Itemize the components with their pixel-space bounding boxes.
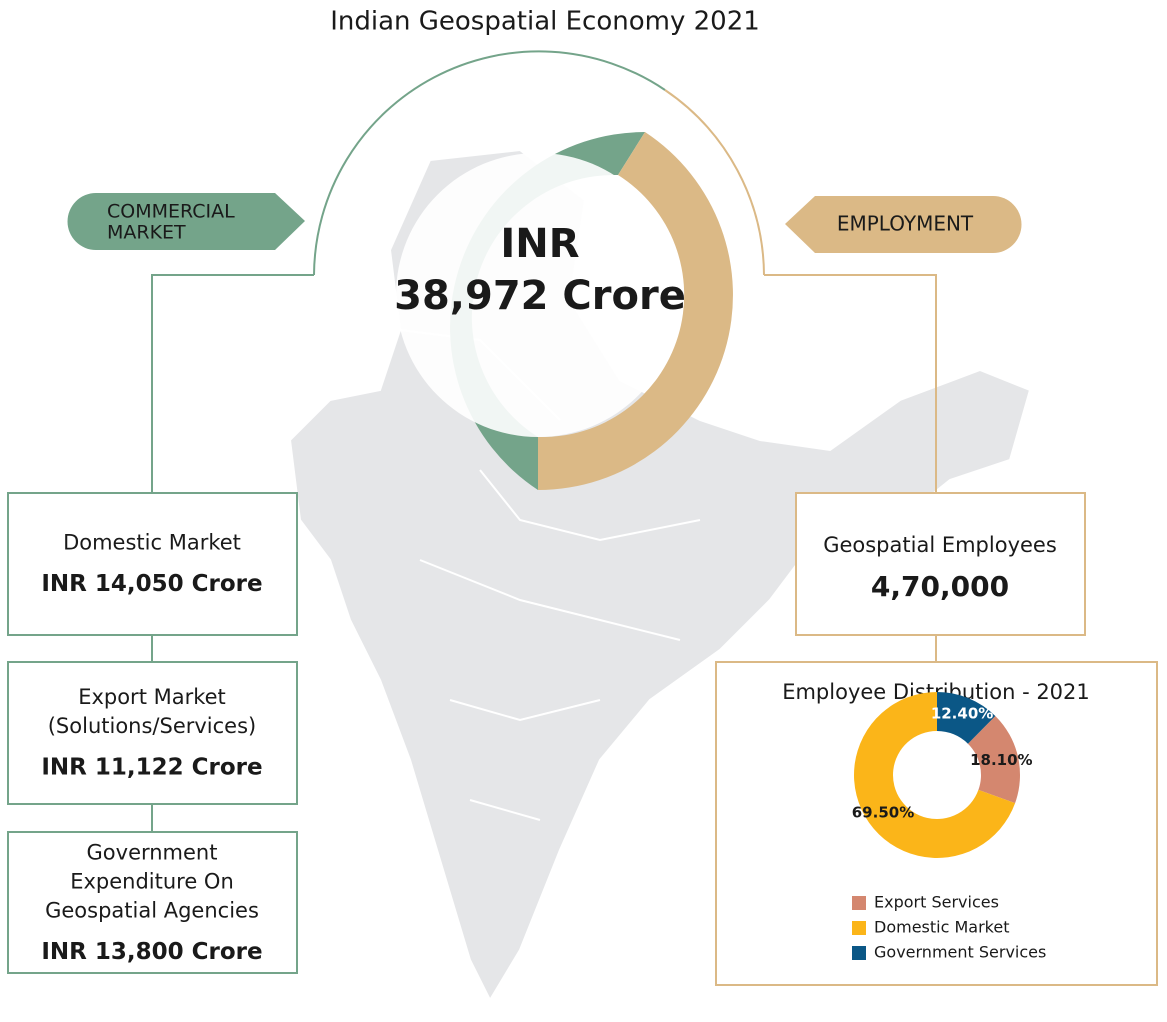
tag-text: MARKET [107, 222, 186, 244]
connector [764, 274, 937, 662]
legend-swatch [852, 946, 866, 960]
data-label: 18.10% [970, 751, 1032, 769]
outer-arc-tan [664, 89, 765, 276]
legend-label: Export Services [874, 893, 999, 912]
pie-slice [937, 692, 996, 744]
commercial-tag [67, 193, 305, 250]
ring-tan [538, 132, 733, 490]
employment-tag [785, 196, 1022, 253]
center-line: INR [500, 221, 579, 267]
tag-text: COMMERCIAL [107, 201, 235, 223]
legend-swatch [852, 896, 866, 910]
box-value: INR 11,122 Crore [41, 755, 262, 781]
connector [151, 274, 314, 832]
center-line: 38,972 Crore [394, 273, 686, 319]
box-label: Expenditure On [70, 870, 234, 894]
title: Indian Geospatial Economy 2021 [330, 7, 760, 37]
box-label: Geospatial Agencies [45, 899, 259, 923]
tag-text: EMPLOYMENT [837, 212, 974, 236]
outer-arc-green [313, 50, 666, 276]
box-label: Government [87, 841, 218, 865]
box-label: (Solutions/Services) [48, 714, 257, 738]
box-label: Domestic Market [63, 531, 241, 555]
legend-label: Domestic Market [874, 918, 1009, 937]
pie-slice [967, 715, 1020, 804]
pie-slice [853, 692, 1016, 858]
box [7, 831, 298, 974]
legend-label: Government Services [874, 943, 1046, 962]
box-label: Geospatial Employees [823, 533, 1057, 557]
data-label: 12.40% [931, 704, 993, 722]
legend-swatch [852, 921, 866, 935]
ring-center [396, 153, 680, 437]
box-value: INR 13,800 Crore [41, 939, 262, 965]
box [7, 661, 298, 805]
data-label: 69.50% [852, 803, 914, 821]
box-value: 4,70,000 [871, 570, 1009, 603]
box-label: Export Market [78, 685, 226, 709]
box [795, 492, 1086, 636]
box [7, 492, 298, 636]
box-value: INR 14,050 Crore [41, 571, 262, 597]
